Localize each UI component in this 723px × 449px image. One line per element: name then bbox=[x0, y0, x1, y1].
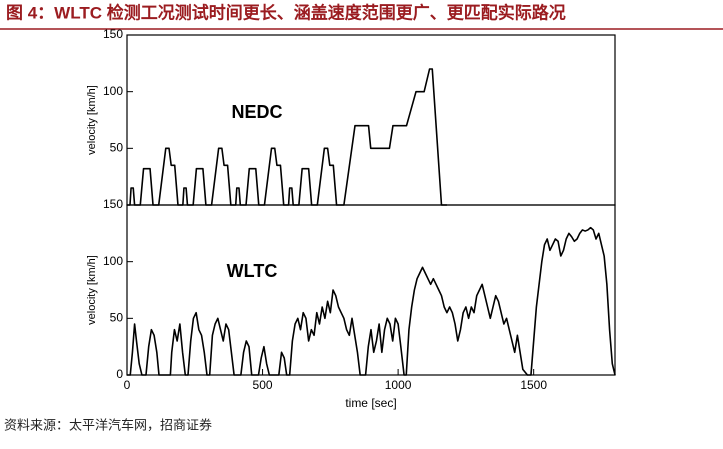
y-tick-label: 150 bbox=[103, 27, 123, 41]
source-note: 资料来源：太平洋汽车网，招商证券 bbox=[4, 417, 212, 432]
y-tick-label: 100 bbox=[103, 84, 123, 98]
y-tick-label: 50 bbox=[110, 141, 124, 155]
cycle-label: WLTC bbox=[227, 261, 278, 281]
y-tick-label: 50 bbox=[110, 311, 124, 325]
y-tick-label: 0 bbox=[116, 367, 123, 381]
y-axis-label: velocity [km/h] bbox=[86, 255, 98, 325]
plot-frame bbox=[126, 34, 616, 206]
cycle-label: NEDC bbox=[231, 102, 282, 122]
y-tick-label: 150 bbox=[103, 197, 123, 211]
x-tick-label: 1000 bbox=[385, 378, 412, 392]
x-tick-label: 500 bbox=[253, 378, 273, 392]
y-tick-label: 100 bbox=[103, 254, 123, 268]
x-axis-label: time [sec] bbox=[345, 396, 396, 410]
velocity-line bbox=[127, 68, 447, 206]
x-tick-label: 0 bbox=[124, 378, 131, 392]
figure-title: 图 4：WLTC 检测工况测试时间更长、涵盖速度范围更广、更匹配实际路况 bbox=[6, 2, 566, 22]
x-tick-label: 1500 bbox=[520, 378, 547, 392]
y-axis-label: velocity [km/h] bbox=[86, 85, 98, 155]
plot-frame bbox=[126, 204, 616, 376]
velocity-line bbox=[127, 226, 616, 376]
